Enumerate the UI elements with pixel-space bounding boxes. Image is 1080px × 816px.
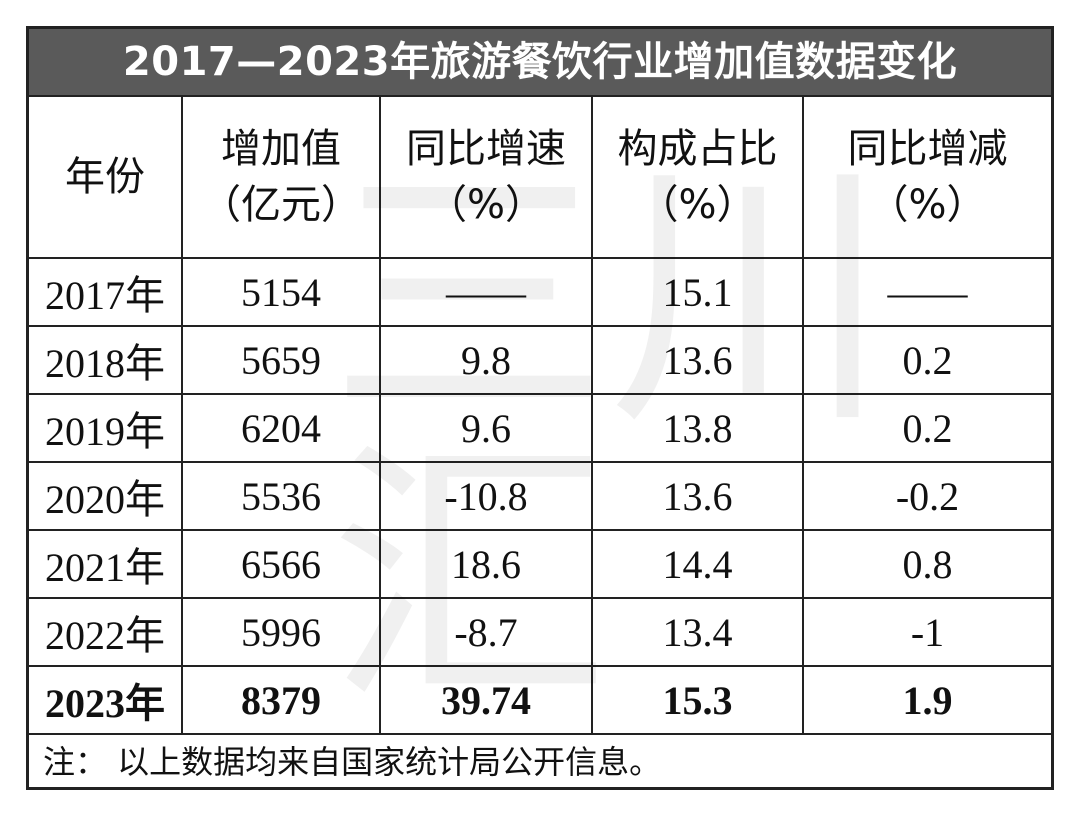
- value-cell: 6566: [181, 529, 381, 599]
- year-cell: 2023年: [29, 665, 183, 735]
- growth-cell: 9.6: [379, 393, 593, 463]
- header-change: 同比增减 （%）: [802, 97, 1051, 259]
- table-row: 2020年 5536 -10.8 13.6 -0.2: [29, 461, 1051, 531]
- table-row: 2023年 8379 39.74 15.3 1.9: [29, 665, 1051, 735]
- share-cell: 13.6: [591, 325, 804, 395]
- share-cell: 13.6: [591, 461, 804, 531]
- table-frame: 三川汇 2017—2023年旅游餐饮行业增加值数据变化 年份 增加值 （亿元） 同…: [26, 26, 1054, 790]
- year-cell: 2017年: [29, 257, 183, 327]
- growth-cell: ——: [379, 257, 593, 327]
- table-row: 2022年 5996 -8.7 13.4 -1: [29, 597, 1051, 667]
- share-cell: 13.4: [591, 597, 804, 667]
- change-cell: 0.2: [802, 325, 1051, 395]
- year-cell: 2021年: [29, 529, 183, 599]
- data-table: 年份 增加值 （亿元） 同比增速 （%） 构成占比 （%） 同比增减 （%） 2017年…: [29, 97, 1051, 735]
- year-cell: 2022年: [29, 597, 183, 667]
- change-cell: 0.2: [802, 393, 1051, 463]
- share-cell: 15.1: [591, 257, 804, 327]
- value-cell: 5154: [181, 257, 381, 327]
- header-row: 年份 增加值 （亿元） 同比增速 （%） 构成占比 （%） 同比增减 （%）: [29, 97, 1051, 259]
- year-cell: 2018年: [29, 325, 183, 395]
- share-cell: 13.8: [591, 393, 804, 463]
- change-cell: 0.8: [802, 529, 1051, 599]
- year-cell: 2020年: [29, 461, 183, 531]
- share-cell: 15.3: [591, 665, 804, 735]
- header-share: 构成占比 （%）: [591, 97, 804, 259]
- value-cell: 5996: [181, 597, 381, 667]
- table-body: 2017年 5154 —— 15.1 —— 2018年 5659 9.8 13.6 0.2 2019…: [29, 257, 1051, 735]
- change-cell: ——: [802, 257, 1051, 327]
- growth-cell: 39.74: [379, 665, 593, 735]
- footnote: 注： 以上数据均来自国家统计局公开信息。: [43, 743, 662, 781]
- header-year: 年份: [29, 97, 183, 259]
- value-cell: 6204: [181, 393, 381, 463]
- growth-cell: -10.8: [379, 461, 593, 531]
- year-cell: 2019年: [29, 393, 183, 463]
- growth-cell: 18.6: [379, 529, 593, 599]
- change-cell: 1.9: [802, 665, 1051, 735]
- growth-cell: 9.8: [379, 325, 593, 395]
- table-row: 2018年 5659 9.8 13.6 0.2: [29, 325, 1051, 395]
- table-row: 2021年 6566 18.6 14.4 0.8: [29, 529, 1051, 599]
- header-value: 增加值 （亿元）: [181, 97, 381, 259]
- header-growth: 同比增速 （%）: [379, 97, 593, 259]
- value-cell: 5536: [181, 461, 381, 531]
- change-cell: -0.2: [802, 461, 1051, 531]
- share-cell: 14.4: [591, 529, 804, 599]
- change-cell: -1: [802, 597, 1051, 667]
- table-title: 2017—2023年旅游餐饮行业增加值数据变化: [29, 29, 1051, 97]
- value-cell: 5659: [181, 325, 381, 395]
- growth-cell: -8.7: [379, 597, 593, 667]
- value-cell: 8379: [181, 665, 381, 735]
- table-row: 2017年 5154 —— 15.1 ——: [29, 257, 1051, 327]
- table-row: 2019年 6204 9.6 13.8 0.2: [29, 393, 1051, 463]
